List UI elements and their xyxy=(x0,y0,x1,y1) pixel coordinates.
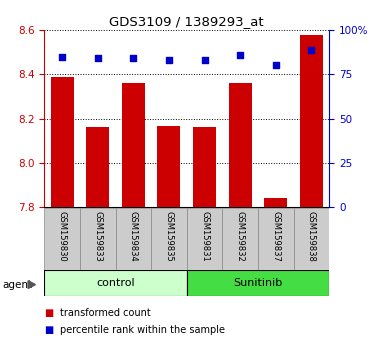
Text: GSM159838: GSM159838 xyxy=(307,211,316,262)
Bar xyxy=(193,127,216,207)
Bar xyxy=(293,208,329,271)
Point xyxy=(308,47,315,52)
Text: GSM159831: GSM159831 xyxy=(200,211,209,262)
Text: GSM159835: GSM159835 xyxy=(164,211,173,262)
Bar xyxy=(151,208,187,271)
Point xyxy=(130,56,136,61)
Text: transformed count: transformed count xyxy=(60,308,151,318)
Bar xyxy=(80,208,116,271)
Text: GSM159837: GSM159837 xyxy=(271,211,280,262)
Text: GSM159832: GSM159832 xyxy=(236,211,244,262)
Text: agent: agent xyxy=(2,280,32,290)
Bar xyxy=(264,198,287,207)
Text: ■: ■ xyxy=(44,325,54,335)
Title: GDS3109 / 1389293_at: GDS3109 / 1389293_at xyxy=(109,15,264,28)
Bar xyxy=(157,126,181,207)
Text: GSM159834: GSM159834 xyxy=(129,211,138,262)
Point xyxy=(59,54,65,59)
Bar xyxy=(44,208,80,271)
Point xyxy=(273,63,279,68)
Point xyxy=(95,56,101,61)
Text: ■: ■ xyxy=(44,308,54,318)
Bar xyxy=(258,208,294,271)
Text: GSM159833: GSM159833 xyxy=(93,211,102,262)
Text: percentile rank within the sample: percentile rank within the sample xyxy=(60,325,226,335)
Bar xyxy=(223,208,258,271)
Bar xyxy=(187,270,329,296)
Bar xyxy=(44,270,187,296)
Bar xyxy=(50,76,74,207)
Point xyxy=(237,52,243,58)
Text: GSM159830: GSM159830 xyxy=(58,211,67,262)
Bar xyxy=(116,208,151,271)
Text: Sunitinib: Sunitinib xyxy=(233,278,283,288)
Point xyxy=(201,57,208,63)
Bar xyxy=(122,83,145,207)
Bar xyxy=(86,127,109,207)
Text: control: control xyxy=(96,278,135,288)
Bar xyxy=(187,208,223,271)
Point xyxy=(166,57,172,63)
Bar xyxy=(229,83,252,207)
Bar xyxy=(300,34,323,207)
